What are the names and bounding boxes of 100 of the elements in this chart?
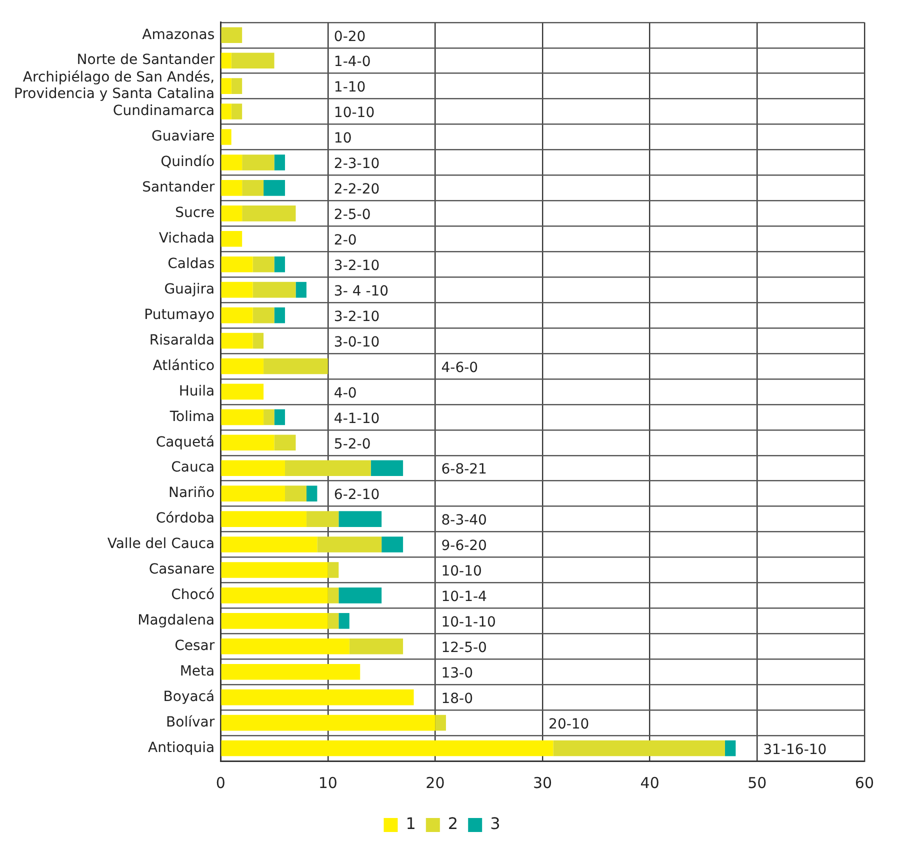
bar bbox=[221, 180, 242, 196]
x-tick-label: 0 bbox=[216, 774, 226, 792]
bar bbox=[370, 460, 404, 476]
annotation: 0-20 bbox=[334, 28, 366, 45]
bar bbox=[221, 282, 253, 298]
y-tick-label: Tolima bbox=[168, 408, 215, 425]
y-tick-label: Casanare bbox=[148, 562, 215, 578]
bar bbox=[274, 307, 286, 324]
bar bbox=[221, 740, 554, 756]
bar bbox=[221, 664, 360, 680]
x-tick-label: 10 bbox=[318, 774, 338, 792]
bar bbox=[317, 536, 382, 552]
y-tick-label: Valle del Cauca bbox=[107, 536, 215, 552]
y-tick-label: Cundinamarca bbox=[112, 103, 215, 120]
annotation: 8-3-40 bbox=[441, 512, 487, 529]
bar bbox=[221, 689, 414, 706]
bar bbox=[221, 714, 436, 731]
legend-label: 1 bbox=[406, 814, 416, 834]
bar bbox=[221, 52, 232, 68]
bar bbox=[221, 230, 242, 247]
y-tick-label: Vichada bbox=[158, 230, 215, 247]
annotation: 10 bbox=[334, 130, 352, 147]
bar bbox=[724, 740, 736, 756]
annotation: 3-2-10 bbox=[334, 308, 380, 325]
annotation: 1-10 bbox=[334, 80, 366, 96]
bar bbox=[221, 562, 328, 578]
annotation: 2-0 bbox=[334, 232, 357, 249]
annotation: 5-2-0 bbox=[334, 436, 371, 452]
bar bbox=[231, 52, 274, 68]
annotation: 6-8-21 bbox=[441, 462, 487, 478]
y-tick-label: Guajira bbox=[164, 281, 215, 298]
bar bbox=[221, 486, 286, 502]
x-tick-label: 50 bbox=[748, 774, 767, 792]
bar bbox=[306, 511, 339, 527]
bar bbox=[221, 588, 328, 604]
annotation: 3-0-10 bbox=[334, 334, 380, 350]
bar bbox=[221, 129, 232, 145]
bar bbox=[435, 714, 446, 731]
annotation: 2-2-20 bbox=[334, 182, 380, 198]
y-tick-label: Meta bbox=[180, 664, 215, 680]
bar bbox=[221, 434, 274, 451]
bar bbox=[221, 104, 232, 120]
bar bbox=[264, 358, 328, 374]
x-tick-label: 20 bbox=[426, 774, 445, 792]
bar bbox=[382, 536, 404, 552]
annotation: 10-10 bbox=[334, 105, 375, 122]
y-tick-label: Caquetá bbox=[156, 434, 215, 450]
annotation: 3- 4 -10 bbox=[334, 283, 389, 300]
annotation: 4-1-10 bbox=[334, 410, 380, 427]
legend-label: 2 bbox=[448, 814, 458, 834]
bar bbox=[274, 154, 286, 170]
y-tick-label: Chocó bbox=[171, 587, 215, 604]
annotation: 31-16-10 bbox=[763, 742, 827, 758]
bar bbox=[242, 206, 296, 222]
y-tick-label: Córdoba bbox=[156, 510, 215, 527]
y-tick-label: Risaralda bbox=[149, 332, 215, 348]
bar bbox=[306, 486, 318, 502]
bar bbox=[221, 409, 264, 426]
bar bbox=[338, 588, 382, 604]
bar bbox=[553, 740, 725, 756]
bar bbox=[221, 511, 306, 527]
bar bbox=[221, 256, 253, 272]
annotation: 18-0 bbox=[441, 690, 474, 707]
y-tick-label: Amazonas bbox=[142, 26, 215, 43]
y-tick-label: Huila bbox=[178, 383, 215, 400]
annotation: 2-5-0 bbox=[334, 207, 371, 224]
bar bbox=[328, 613, 339, 629]
legend-label: 3 bbox=[490, 814, 500, 834]
y-tick-label: Atlántico bbox=[152, 358, 215, 374]
bar bbox=[328, 562, 339, 578]
y-tick-label: Caldas bbox=[168, 256, 215, 272]
x-tick-label: 40 bbox=[640, 774, 660, 792]
annotation: 2-3-10 bbox=[334, 156, 380, 172]
bar bbox=[252, 282, 296, 298]
bar bbox=[221, 384, 264, 400]
bar bbox=[285, 460, 371, 476]
annotation: 20-10 bbox=[548, 716, 590, 732]
bar bbox=[252, 307, 274, 324]
bar bbox=[242, 180, 264, 196]
bar bbox=[328, 588, 339, 604]
bar bbox=[274, 256, 286, 272]
annotation: 10-10 bbox=[441, 564, 482, 580]
annotation: 6-2-10 bbox=[334, 487, 380, 504]
annotation: 9-6-20 bbox=[441, 538, 487, 554]
bar bbox=[252, 256, 274, 272]
y-tick-label: Cauca bbox=[171, 460, 215, 476]
y-tick-label: Cesar bbox=[174, 638, 215, 654]
y-tick-label: Putumayo bbox=[144, 306, 215, 323]
x-tick-label: 30 bbox=[532, 774, 552, 792]
x-tick-label: 60 bbox=[854, 774, 874, 792]
annotation: 10-1-4 bbox=[441, 589, 488, 606]
bar bbox=[338, 511, 382, 527]
bar bbox=[221, 332, 253, 349]
y-tick-label: Archipiélago de San Andés, Providencia y Santa Catalina bbox=[14, 69, 215, 102]
annotation: 1-4-0 bbox=[334, 54, 371, 70]
bar bbox=[221, 613, 328, 629]
y-tick-label: Sucre bbox=[175, 205, 215, 222]
y-tick-label: Nariño bbox=[168, 485, 215, 502]
bar bbox=[252, 332, 264, 349]
bar bbox=[221, 536, 318, 552]
